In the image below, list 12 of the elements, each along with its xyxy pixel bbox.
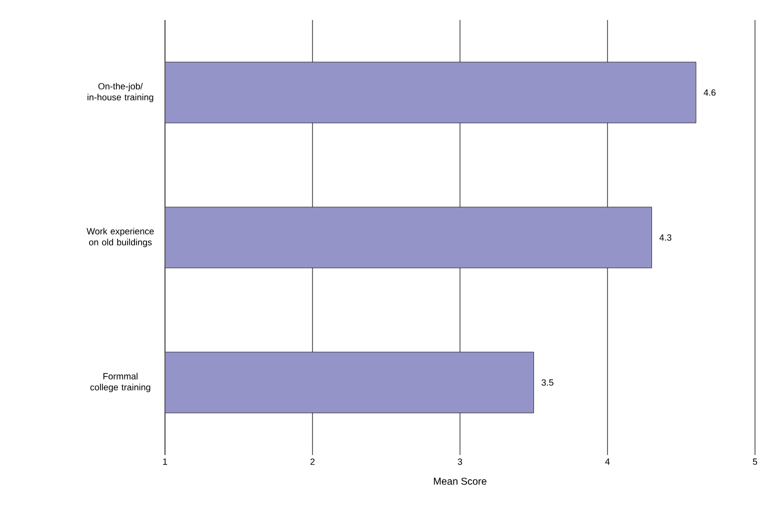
data-label: 4.6: [704, 89, 716, 96]
x-axis-title: Mean Score: [434, 478, 486, 485]
y-tick-label: On-the-job/ in-house training: [88, 82, 154, 102]
x-tick-label: 2: [310, 458, 315, 465]
x-tick-label: 5: [752, 458, 758, 465]
x-tick-label: 1: [163, 458, 168, 465]
x-tick-label: 4: [605, 458, 610, 465]
y-tick-label: Formmal college training: [90, 372, 150, 392]
y-tick-label: Work experience on old buildings: [86, 228, 154, 248]
data-label: 4.3: [659, 234, 672, 241]
x-tick-label: 3: [458, 458, 462, 465]
data-label: 3.5: [542, 379, 554, 386]
